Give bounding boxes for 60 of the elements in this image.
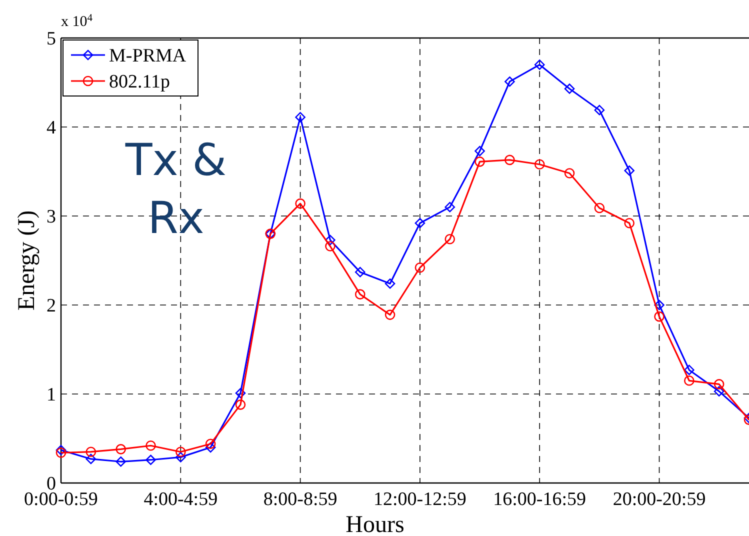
point xyxy=(594,104,605,116)
point xyxy=(176,446,186,457)
point xyxy=(116,444,126,454)
y-tick-label: 2 xyxy=(46,296,56,317)
y-tick-label: 4 xyxy=(46,118,56,139)
point xyxy=(235,400,246,410)
point xyxy=(444,234,456,244)
x-tick-label: 16:00-16:59 xyxy=(493,489,586,510)
legend-label: M-PRMA xyxy=(109,46,186,67)
point xyxy=(534,159,545,170)
x-axis-title: Hours xyxy=(346,512,404,536)
point xyxy=(684,376,694,386)
text: x 10$^{4}$ xyxy=(61,12,94,30)
x-tick-label: 4:00-4:59 xyxy=(144,489,218,510)
point xyxy=(414,262,426,273)
point xyxy=(654,311,664,322)
point xyxy=(714,386,724,396)
point xyxy=(176,452,186,462)
legend-label: 802.11p xyxy=(109,72,170,93)
point xyxy=(354,266,366,278)
point xyxy=(56,448,66,458)
point xyxy=(56,444,66,456)
point xyxy=(504,76,515,87)
point xyxy=(295,112,306,122)
x-tick-label: 8:00-8:59 xyxy=(263,489,338,510)
point xyxy=(235,388,246,398)
point xyxy=(354,289,366,300)
point xyxy=(504,154,515,166)
y-axis-title: Energy (J) xyxy=(14,210,40,311)
point xyxy=(474,146,485,156)
point xyxy=(384,278,396,289)
point xyxy=(86,454,96,464)
point xyxy=(414,218,426,228)
point xyxy=(474,156,485,167)
y-tick-label: 1 xyxy=(46,384,56,406)
point xyxy=(444,202,456,212)
x-tick-label: 12:00-12:59 xyxy=(374,489,466,510)
point xyxy=(384,310,396,320)
point xyxy=(325,234,336,246)
y-tick-label: 5 xyxy=(46,28,56,50)
point xyxy=(534,60,545,70)
point xyxy=(325,241,336,252)
point xyxy=(146,440,156,451)
point xyxy=(205,438,216,449)
point xyxy=(714,379,724,390)
point xyxy=(684,364,694,376)
point xyxy=(624,218,634,228)
point xyxy=(146,454,156,466)
point xyxy=(295,198,306,209)
y-tick-label: 3 xyxy=(46,206,56,228)
annotation: Tx & Rx xyxy=(124,135,227,244)
point xyxy=(624,165,634,176)
point xyxy=(594,202,605,214)
point xyxy=(564,84,575,94)
point xyxy=(86,446,96,457)
x-tick-label: 20:00-20:59 xyxy=(612,489,706,510)
point xyxy=(654,300,664,310)
point xyxy=(116,456,126,467)
point xyxy=(564,168,575,178)
point xyxy=(205,442,216,453)
